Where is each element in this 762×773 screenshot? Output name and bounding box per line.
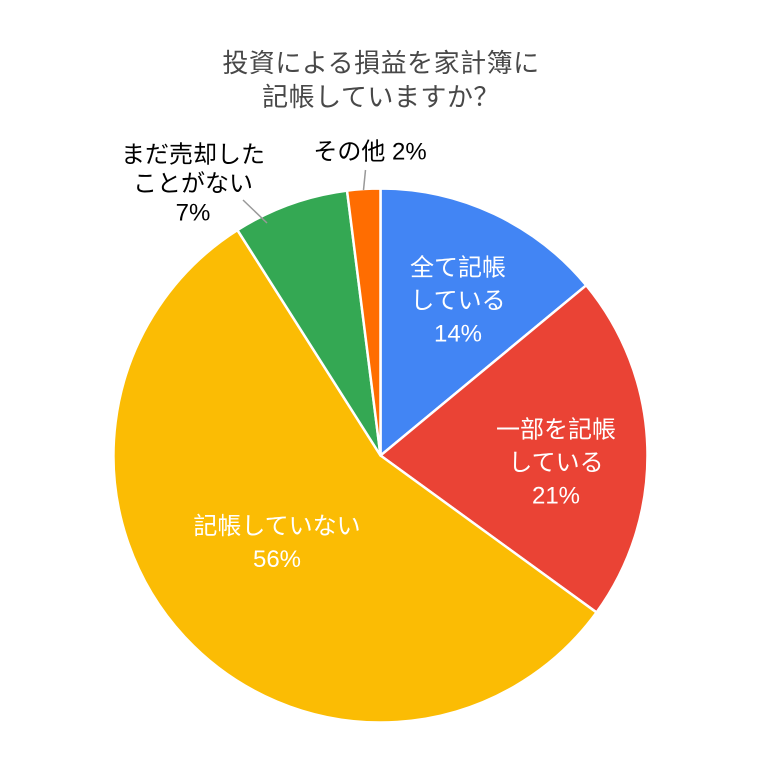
pie-slice-label-3: まだ売却した ことがない 7% [121,141,265,228]
pie-slice-label-1-line-2: 21% [531,482,581,510]
pie-slice-3 [236,189,382,457]
pie-slice-label-2: 記帳していない 56% [193,510,360,576]
pie-slice-label-0-line-1: している [410,287,506,315]
pie-slice-label-2-line-0: 記帳していない [193,513,361,540]
pie-slice-label-0-line-2: 14% [433,320,483,348]
pie-slice-0 [379,187,588,457]
leader-line-4 [362,169,367,191]
pie-slice-label-4: その他 2% [313,138,426,167]
pie-slice-label-1-line-0: 一部を記帳 [496,416,616,444]
pie-slice-label-0-line-0: 全て記帳 [410,254,506,282]
pie-slice-label-3-line-1: ことがない [133,170,253,198]
pie-slice-1 [379,284,649,614]
pie-slice-label-1-line-1: している [508,449,604,477]
pie-slice-label-2-line-1: 56% [252,546,302,573]
leader-line-3 [242,199,268,224]
chart-title: 投資による損益を家計簿に 記帳していますか？ [0,46,762,114]
chart-title-line-2: 記帳していますか？ [262,82,500,112]
pie-slice-label-0: 全て記帳している 14% [410,252,506,351]
pie-slice-label-3-line-0: まだ売却した [121,141,265,169]
pie-slice-2 [112,228,598,724]
chart-title-line-1: 投資による損益を家計簿に [222,48,540,78]
pie-slice-label-4-line-0: その他 2% [313,138,427,166]
pie-slice-label-3-line-2: 7% [175,199,211,227]
pie-slice-label-1: 一部を記帳している 21% [496,414,616,513]
